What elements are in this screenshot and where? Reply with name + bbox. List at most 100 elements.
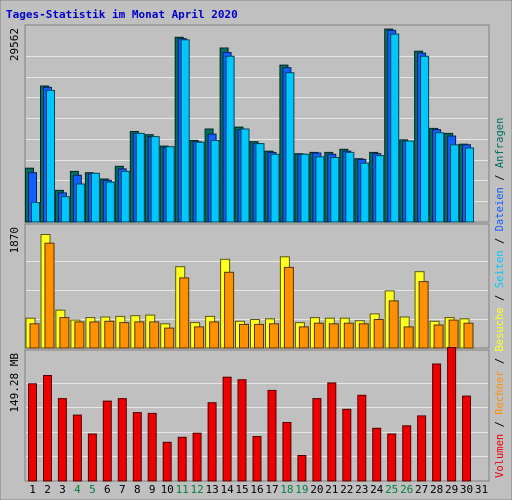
bar-seiten-day-12	[195, 141, 205, 223]
bar-volumen-day-18	[282, 422, 292, 482]
bar-volumen-day-22	[342, 408, 352, 482]
bar-volumen-day-7	[117, 398, 127, 482]
day-label-17: 17	[265, 483, 278, 496]
bar-volumen-day-8	[132, 412, 142, 482]
day-label-9: 9	[149, 483, 156, 496]
day-label-31: 31	[475, 483, 488, 496]
bar-rechner-day-1	[29, 323, 40, 349]
bar-seiten-day-8	[135, 132, 145, 223]
panel-bottom: 149.28 MB	[8, 347, 490, 482]
bar-rechner-day-15	[239, 323, 249, 349]
day-label-14: 14	[220, 483, 234, 496]
legend-separator: /	[494, 231, 506, 250]
bar-seiten-day-2	[46, 89, 55, 223]
bar-seiten-day-26	[405, 140, 415, 223]
bar-seiten-day-30	[465, 147, 474, 223]
legend-separator: /	[494, 288, 506, 307]
legend-anfragen: Anfragen	[494, 118, 506, 169]
bar-seiten-day-20	[315, 156, 325, 223]
bar-seiten-day-11	[180, 39, 190, 223]
bar-volumen-day-15	[237, 379, 247, 482]
bar-seiten-day-23	[360, 162, 370, 223]
bar-seiten-day-21	[330, 157, 340, 223]
bar-rechner-day-30	[463, 322, 474, 349]
day-label-21: 21	[325, 483, 338, 496]
day-label-2: 2	[44, 483, 51, 496]
day-label-20: 20	[310, 483, 323, 496]
bar-rechner-day-5	[89, 321, 100, 349]
bar-rechner-day-27	[418, 281, 429, 349]
bar-rechner-day-13	[209, 321, 220, 349]
bar-seiten-day-13	[210, 139, 220, 223]
bar-volumen-day-9	[147, 412, 157, 482]
day-label-29: 29	[445, 483, 458, 496]
day-label-23: 23	[355, 483, 368, 496]
bar-volumen-day-21	[327, 382, 337, 482]
legend-separator: /	[494, 352, 506, 371]
bar-rechner-day-20	[313, 322, 324, 349]
bar-rechner-day-2	[44, 242, 55, 349]
bar-volumen-day-11	[177, 436, 187, 482]
bar-rechner-day-25	[388, 300, 399, 349]
bar-volumen-day-25	[387, 433, 397, 482]
day-label-22: 22	[340, 483, 353, 496]
bar-volumen-day-1	[28, 383, 37, 482]
bar-rechner-day-29	[448, 319, 459, 349]
x-axis-day-labels: 1 2 3 4 5 6 7 8 9 10 11 12 13 14 15 16 17 18 19 20 21 22 23 24 2…	[29, 483, 488, 496]
bar-rechner-day-10	[164, 327, 175, 349]
day-label-18: 18	[280, 483, 293, 496]
day-label-7: 7	[119, 483, 126, 496]
bar-seiten-day-18	[285, 72, 295, 223]
series-rechner	[29, 242, 474, 349]
day-label-10: 10	[161, 483, 174, 496]
day-label-26: 26	[400, 483, 413, 496]
bar-volumen-day-6	[102, 400, 112, 482]
panel-top: 29562	[8, 24, 490, 223]
bar-seiten-day-10	[165, 146, 175, 223]
bar-rechner-day-18	[283, 266, 294, 349]
bar-rechner-day-6	[104, 320, 115, 349]
legend-rechner: Rechner	[494, 371, 506, 415]
bar-seiten-day-5	[90, 172, 100, 223]
bar-volumen-day-27	[417, 415, 427, 482]
bar-rechner-day-11	[179, 277, 190, 349]
day-label-11: 11	[176, 483, 189, 496]
legend-separator: /	[494, 415, 506, 434]
day-label-13: 13	[205, 483, 218, 496]
panel-bottom-max-label: 149.28 MB	[8, 353, 21, 413]
bar-seiten-day-16	[255, 143, 265, 223]
bar-rechner-day-14	[224, 271, 235, 349]
day-label-4: 4	[74, 483, 81, 496]
bar-volumen-day-5	[87, 433, 97, 482]
series-volumen	[28, 347, 471, 482]
legend-dateien: Dateien	[494, 187, 506, 231]
legend-volumen: Volumen	[494, 434, 506, 478]
panel-middle-max-label: 1870	[8, 227, 21, 254]
bar-rechner-day-24	[373, 319, 384, 349]
bar-rechner-day-16	[254, 323, 264, 349]
bar-volumen-day-28	[432, 363, 442, 482]
bar-rechner-day-8	[134, 321, 145, 349]
bar-seiten-day-14	[225, 55, 235, 223]
legend-side-label: Volumen / Rechner / Besuche / Seiten / D…	[494, 118, 506, 478]
bar-seiten-day-28	[435, 132, 445, 223]
bar-volumen-day-26	[402, 425, 412, 482]
legend-seiten: Seiten	[494, 250, 506, 288]
bar-volumen-day-30	[462, 395, 471, 482]
bar-seiten-day-15	[240, 128, 250, 223]
bar-seiten-day-3	[60, 196, 70, 223]
bar-volumen-day-4	[72, 414, 82, 482]
bar-volumen-day-16	[252, 436, 262, 482]
day-label-24: 24	[370, 483, 384, 496]
bar-volumen-day-23	[357, 394, 367, 482]
bar-volumen-day-20	[312, 398, 322, 482]
bar-rechner-day-12	[194, 326, 205, 349]
bar-rechner-day-23	[358, 323, 369, 349]
bar-rechner-day-26	[403, 326, 414, 349]
bar-volumen-day-24	[372, 427, 382, 482]
panel-top-max-label: 29562	[8, 28, 21, 61]
bar-seiten-day-29	[450, 144, 460, 223]
chart-title: Tages-Statistik im Monat April 2020	[6, 8, 238, 21]
legend-separator: /	[494, 168, 506, 187]
day-label-28: 28	[430, 483, 443, 496]
